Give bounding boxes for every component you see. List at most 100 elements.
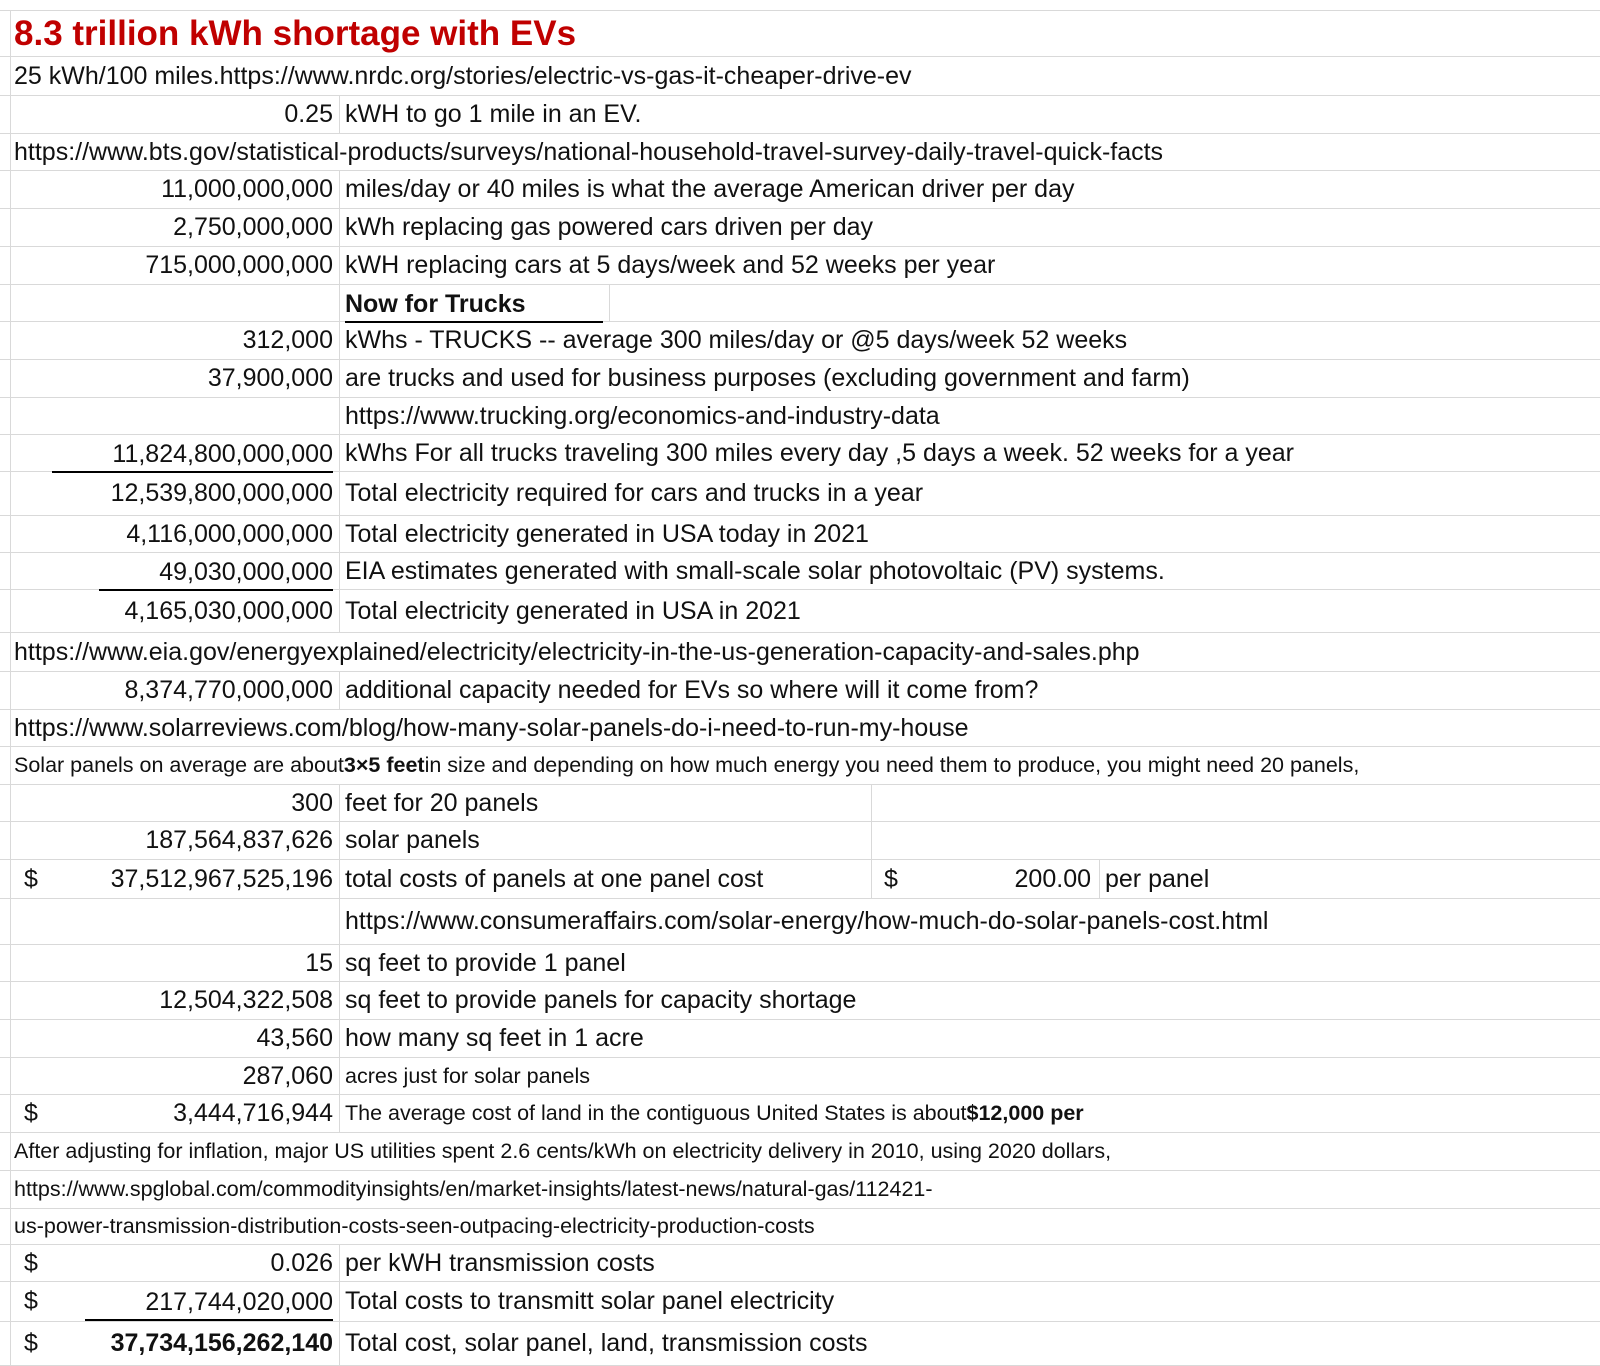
table-row: 11,000,000,000 miles/day or 40 miles is w… [0, 171, 1600, 209]
cell-description[interactable]: kWhs - TRUCKS -- average 300 miles/day o… [345, 326, 1128, 354]
cell-description[interactable]: feet for 20 panels [340, 785, 872, 821]
cell-value[interactable]: 15 [10, 945, 340, 981]
cell-value[interactable]: $217,744,020,000 [10, 1282, 340, 1321]
row-border [10, 553, 11, 589]
cell-description[interactable]: The average cost of land in the contiguo… [340, 1095, 1084, 1132]
text-run: in size and depending on how much energy… [424, 753, 1360, 777]
row-border [10, 633, 11, 671]
table-row: 12,539,800,000,000 Total electricity requ… [0, 472, 1600, 516]
cell-description[interactable]: https://www.consumeraffairs.com/solar-en… [345, 907, 1269, 935]
sheet-title[interactable]: 8.3 trillion kWh shortage with EVs [14, 13, 577, 53]
cell-value[interactable]: $3,444,716,944 [10, 1095, 340, 1132]
text-run: $12,000 per [966, 1101, 1084, 1125]
value-text: 0.026 [270, 1248, 333, 1277]
cell-value[interactable]: 0.25 [10, 96, 340, 133]
cell-value[interactable]: 300 [10, 785, 340, 821]
cell-description[interactable]: per kWH transmission costs [345, 1248, 655, 1277]
cell-text[interactable]: Solar panels on average are about 3×5 fe… [14, 747, 1600, 784]
cell-value[interactable]: 187,564,837,626 [10, 822, 340, 859]
cell-text[interactable]: https://www.eia.gov/energyexplained/elec… [14, 637, 1140, 666]
row-border [10, 710, 11, 746]
cell-description[interactable]: miles/day or 40 miles is what the averag… [345, 175, 1075, 203]
cell-value[interactable]: 49,030,000,000 [10, 553, 340, 591]
cell-text[interactable]: 25 kWh/100 miles.https://www.nrdc.org/st… [14, 61, 912, 90]
table-row: 300 feet for 20 panels [0, 785, 1600, 822]
row-border [10, 1171, 11, 1208]
table-row: 4,116,000,000,000 Total electricity gener… [0, 516, 1600, 553]
cell-value[interactable]: 12,539,800,000,000 [10, 472, 340, 515]
cell-value[interactable]: 11,824,800,000,000 [10, 435, 340, 473]
table-row: $37,512,967,525,196 total costs of panels… [0, 860, 1600, 899]
cell-description[interactable]: Total electricity required for cars and … [345, 479, 924, 507]
value-text: 43,560 [256, 1024, 333, 1052]
value-text: 4,116,000,000,000 [126, 519, 333, 548]
cell-description[interactable]: Total electricity generated in USA in 20… [345, 596, 801, 625]
cell-description[interactable]: solar panels [340, 822, 872, 859]
row-border [10, 1020, 11, 1057]
table-row: 8,374,770,000,000 additional capacity nee… [0, 672, 1600, 710]
table-row: After adjusting for inflation, major US … [0, 1133, 1600, 1171]
cell-value[interactable]: 11,000,000,000 [10, 171, 340, 208]
cell-value[interactable]: $37,512,967,525,196 [10, 860, 340, 898]
value-text: 4,165,030,000,000 [124, 596, 333, 625]
cell-value[interactable]: 37,900,000 [10, 360, 340, 397]
row-border [10, 285, 11, 321]
cell-value[interactable]: 287,060 [10, 1058, 340, 1094]
row-border [10, 322, 11, 359]
cell-description[interactable]: kWh replacing gas powered cars driven pe… [345, 213, 874, 241]
cell-description[interactable]: sq feet to provide panels for capacity s… [345, 986, 857, 1014]
text-run: Solar panels on average are about [14, 753, 344, 777]
cell-description[interactable]: sq feet to provide 1 panel [345, 948, 626, 977]
cell-description[interactable]: Total cost, solar panel, land, transmiss… [345, 1329, 868, 1357]
cell-value[interactable] [10, 398, 340, 434]
table-row: 287,060 acres just for solar panels [0, 1058, 1600, 1095]
section-heading[interactable]: Now for Trucks [340, 285, 610, 323]
table-row: $217,744,020,000 Total costs to transmitt… [0, 1282, 1600, 1322]
cell-description[interactable]: how many sq feet in 1 acre [345, 1024, 644, 1052]
row-border [10, 247, 11, 284]
row-border [10, 747, 11, 784]
cell-description[interactable]: acres just for solar panels [345, 1063, 590, 1088]
cell-value[interactable]: $37,734,156,262,140 [10, 1322, 340, 1365]
cell-value[interactable]: 2,750,000,000 [10, 209, 340, 246]
cell-description[interactable]: additional capacity needed for EVs so wh… [345, 676, 1039, 704]
row-border [10, 982, 11, 1019]
cell-description[interactable]: kWH to go 1 mile in an EV. [345, 100, 642, 128]
row-border [10, 1322, 11, 1365]
value-text: 37,512,967,525,196 [110, 864, 333, 893]
currency-symbol: $ [24, 1329, 38, 1357]
cell-description[interactable]: EIA estimates generated with small-scale… [345, 556, 1165, 585]
cell-text[interactable]: After adjusting for inflation, major US … [14, 1139, 1112, 1163]
cell-value[interactable]: 8,374,770,000,000 [10, 672, 340, 709]
cell-price[interactable]: $200.00 [872, 860, 1100, 898]
cell-value[interactable] [10, 899, 340, 944]
cell-description[interactable]: kWhs For all trucks traveling 300 miles … [345, 438, 1294, 467]
cell-description[interactable]: are trucks and used for business purpose… [345, 364, 1190, 392]
cell-text[interactable]: https://www.bts.gov/statistical-products… [14, 137, 1164, 166]
cell-description[interactable]: Total electricity generated in USA today… [345, 519, 869, 548]
cell-value[interactable] [10, 285, 340, 321]
table-row: 49,030,000,000 EIA estimates generated wi… [0, 553, 1600, 591]
cell-description[interactable]: Total costs to transmitt solar panel ele… [345, 1287, 835, 1315]
value-text: 200.00 [1014, 864, 1091, 893]
table-row: $0.026 per kWH transmission costs [0, 1245, 1600, 1282]
table-row: Solar panels on average are about 3×5 fe… [0, 747, 1600, 785]
cell-description[interactable]: kWH replacing cars at 5 days/week and 52… [345, 251, 996, 279]
cell-value[interactable]: 312,000 [10, 322, 340, 359]
cell-description[interactable]: https://www.trucking.org/economics-and-i… [345, 401, 940, 430]
cell-value[interactable]: 4,116,000,000,000 [10, 516, 340, 552]
cell-value[interactable]: 12,504,322,508 [10, 982, 340, 1019]
cell-description[interactable]: total costs of panels at one panel cost [340, 860, 872, 898]
cell-value[interactable]: $0.026 [10, 1245, 340, 1281]
value-text: 11,824,800,000,000 [52, 440, 333, 473]
value-text: 715,000,000,000 [145, 251, 333, 279]
cell-unit[interactable]: per panel [1105, 864, 1210, 893]
cell-text[interactable]: us-power-transmission-distribution-costs… [14, 1214, 815, 1238]
cell-value[interactable]: 43,560 [10, 1020, 340, 1057]
row-border [10, 945, 11, 981]
cell-value[interactable]: 715,000,000,000 [10, 247, 340, 284]
cell-text[interactable]: https://www.spglobal.com/commodityinsigh… [14, 1177, 933, 1201]
cell-value[interactable]: 4,165,030,000,000 [10, 590, 340, 632]
table-row: Now for Trucks [0, 285, 1600, 323]
cell-text[interactable]: https://www.solarreviews.com/blog/how-ma… [14, 713, 969, 742]
